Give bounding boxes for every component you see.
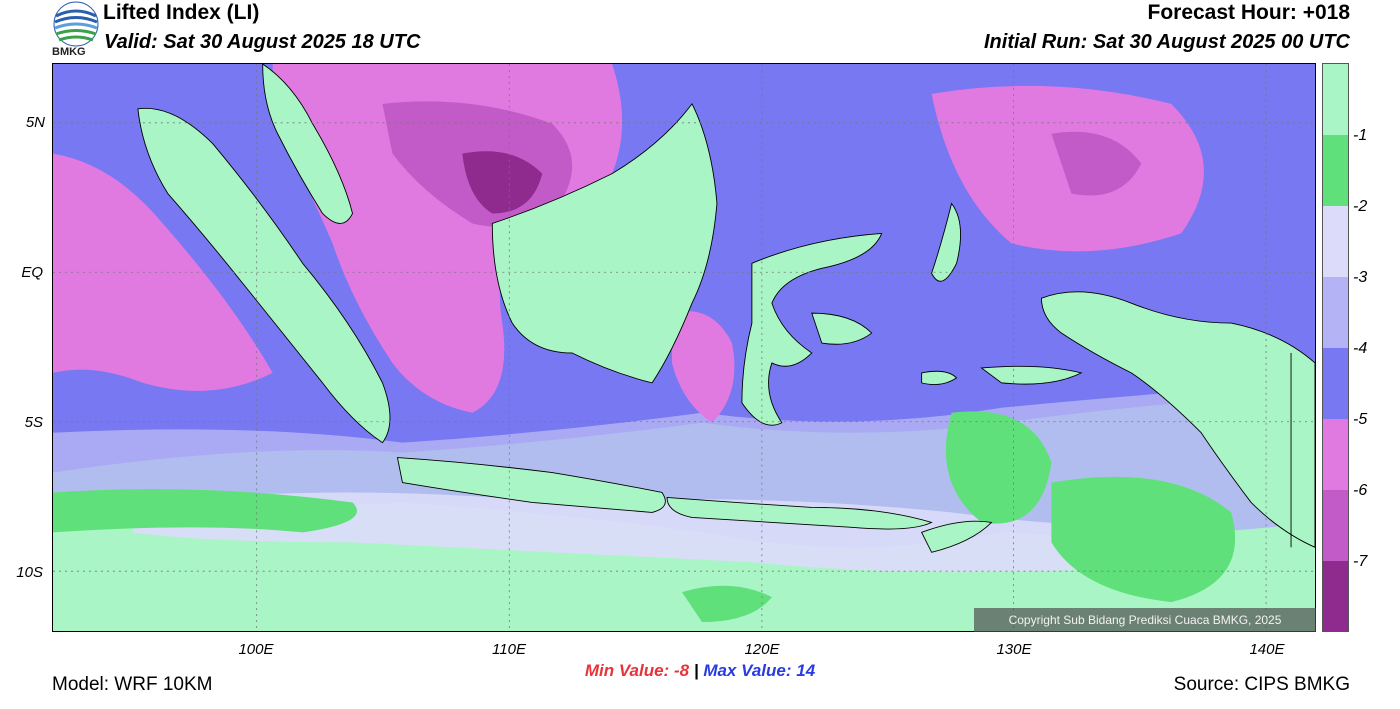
colorbar-label-5: -5 <box>1353 411 1368 428</box>
pink-makassar <box>672 311 735 423</box>
land-java <box>396 457 666 513</box>
land-timor <box>920 520 993 553</box>
lon-label-130e: 130E <box>996 641 1032 658</box>
lat-label-10s: 10S <box>16 564 43 581</box>
magenta-east <box>1051 131 1142 196</box>
green-arafura-north <box>945 411 1052 524</box>
max-value: 14 <box>796 661 816 680</box>
bmkg-logo <box>53 1 99 47</box>
land-malay-peninsula <box>262 64 354 224</box>
land-borneo <box>491 103 718 384</box>
min-value-label: Min Value: <box>584 661 670 680</box>
land-sulawesi <box>741 232 883 426</box>
colorbar-label-3: -3 <box>1353 269 1368 286</box>
colorbar-segment-3 <box>1323 277 1348 348</box>
landmasses <box>137 64 1315 553</box>
land-nusa-tenggara <box>666 496 933 530</box>
dark-purple-core <box>462 151 543 214</box>
land-sulawesi-east <box>811 312 873 345</box>
colorbar-label-7: -7 <box>1353 553 1368 570</box>
copyright-notice: Copyright Sub Bidang Prediksi Cuaca BMKG… <box>974 608 1316 632</box>
land-new-guinea <box>1040 291 1315 548</box>
colorbar <box>1322 63 1349 632</box>
lat-label-5n: 5N <box>25 114 45 131</box>
lifted-index-map <box>52 63 1316 632</box>
green-arafura <box>1051 476 1236 603</box>
colorbar-segment-0 <box>1323 64 1348 135</box>
chart-title: Lifted Index (LI) <box>103 1 260 24</box>
land-halmahera <box>931 202 961 282</box>
initial-run: Initial Run: Sat 30 August 2025 00 UTC <box>983 31 1350 53</box>
green-south-blob <box>682 585 772 623</box>
graticule <box>53 64 1315 631</box>
forecast-hour: Forecast Hour: +018 <box>1147 1 1351 24</box>
colorbar-segment-5 <box>1323 419 1348 490</box>
colorbar-segment-4 <box>1323 348 1348 419</box>
colorbar-label-4: -4 <box>1353 340 1368 357</box>
colorbar-segment-2 <box>1323 206 1348 277</box>
colorbar-label-2: -2 <box>1353 198 1368 215</box>
lon-label-120e: 120E <box>744 641 780 658</box>
green-band-west <box>53 489 357 533</box>
colorbar-segment-1 <box>1323 135 1348 206</box>
min-value: -8 <box>673 661 690 680</box>
lat-label-5s: 5S <box>24 414 43 431</box>
max-value-label: Max Value: <box>703 661 792 680</box>
colorbar-segment-7 <box>1323 561 1348 631</box>
colorbar-label-6: -6 <box>1353 482 1368 499</box>
colorbar-label-1: -1 <box>1353 127 1368 144</box>
colorbar-segment-6 <box>1323 490 1348 561</box>
lat-label-eq: EQ <box>21 264 43 281</box>
lon-label-110e: 110E <box>492 641 526 658</box>
min-max-values: Min Value: -8 | Max Value: 14 <box>0 661 1400 681</box>
model-label: Model: WRF 10KM <box>52 674 213 695</box>
min-max-separator: | <box>693 661 699 680</box>
land-buru <box>921 370 958 385</box>
lon-label-140e: 140E <box>1249 641 1285 658</box>
source-label: Source: CIPS BMKG <box>1173 674 1350 695</box>
lavender-region <box>132 492 1202 573</box>
logo-text: BMKG <box>52 46 86 58</box>
land-sumatra <box>137 107 391 444</box>
valid-time: Valid: Sat 30 August 2025 18 UTC <box>104 31 421 53</box>
lon-label-100e: 100E <box>238 641 274 658</box>
pink-west <box>53 153 273 391</box>
land-seram <box>980 365 1083 385</box>
